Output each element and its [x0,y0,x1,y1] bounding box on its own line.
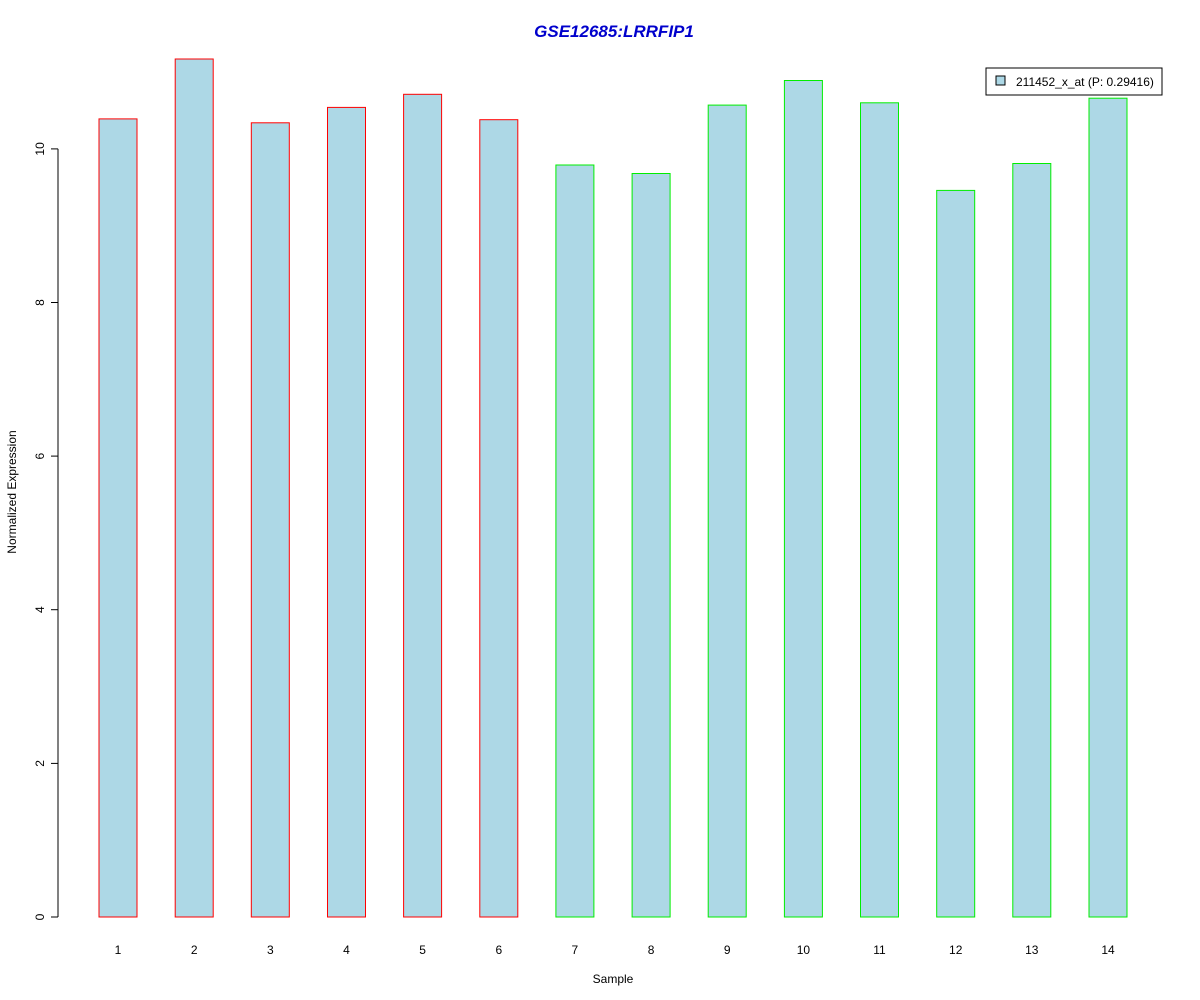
y-axis: 0 2 4 6 8 10 [33,142,59,920]
legend-label: 211452_x_at (P: 0.29416) [1016,75,1154,89]
x-tick-label-4: 4 [343,943,350,957]
bar-8 [631,173,671,918]
bar-9 [707,104,747,918]
x-tick-label-5: 5 [419,943,426,957]
chart-title: GSE12685:LRRFIP1 [534,22,694,41]
y-axis-title: Normalized Expression [5,430,19,553]
bar-10 [783,80,823,918]
y-tick-label-2: 2 [33,760,47,767]
y-tick-label-4: 4 [33,606,47,613]
bar-2 [174,58,214,918]
x-tick-label-13: 13 [1025,943,1039,957]
bar-5 [403,93,443,918]
legend-box [985,67,1163,96]
legend: 211452_x_at (P: 0.29416) [985,67,1163,96]
bar-11 [860,102,899,918]
x-axis-title: Sample [593,972,634,986]
x-tick-label-12: 12 [949,943,963,957]
bars-group [98,58,1128,918]
x-tick-label-8: 8 [648,943,655,957]
bar-4 [327,106,366,918]
bar-13 [1012,163,1052,918]
bar-1 [98,118,138,918]
x-tick-label-2: 2 [191,943,198,957]
y-tick-label-0: 0 [33,913,47,920]
x-tick-label-11: 11 [873,943,886,957]
bar-14 [1088,97,1128,918]
bar-3 [250,122,290,918]
x-tick-label-14: 14 [1101,943,1115,957]
bar-6 [479,119,519,918]
x-tick-label-9: 9 [724,943,731,957]
bar-12 [936,189,976,918]
x-tick-label-1: 1 [115,943,122,957]
x-tick-label-10: 10 [797,943,811,957]
y-tick-label-8: 8 [33,299,47,306]
x-tick-label-3: 3 [267,943,274,957]
x-tick-label-7: 7 [572,943,579,957]
x-axis-labels: 1 2 3 4 5 6 7 8 9 10 11 12 13 14 [115,943,1115,957]
y-tick-label-10: 10 [33,142,47,156]
legend-swatch [995,75,1006,86]
x-tick-label-6: 6 [495,943,502,957]
bar-7 [555,164,595,918]
y-tick-label-6: 6 [33,452,47,459]
